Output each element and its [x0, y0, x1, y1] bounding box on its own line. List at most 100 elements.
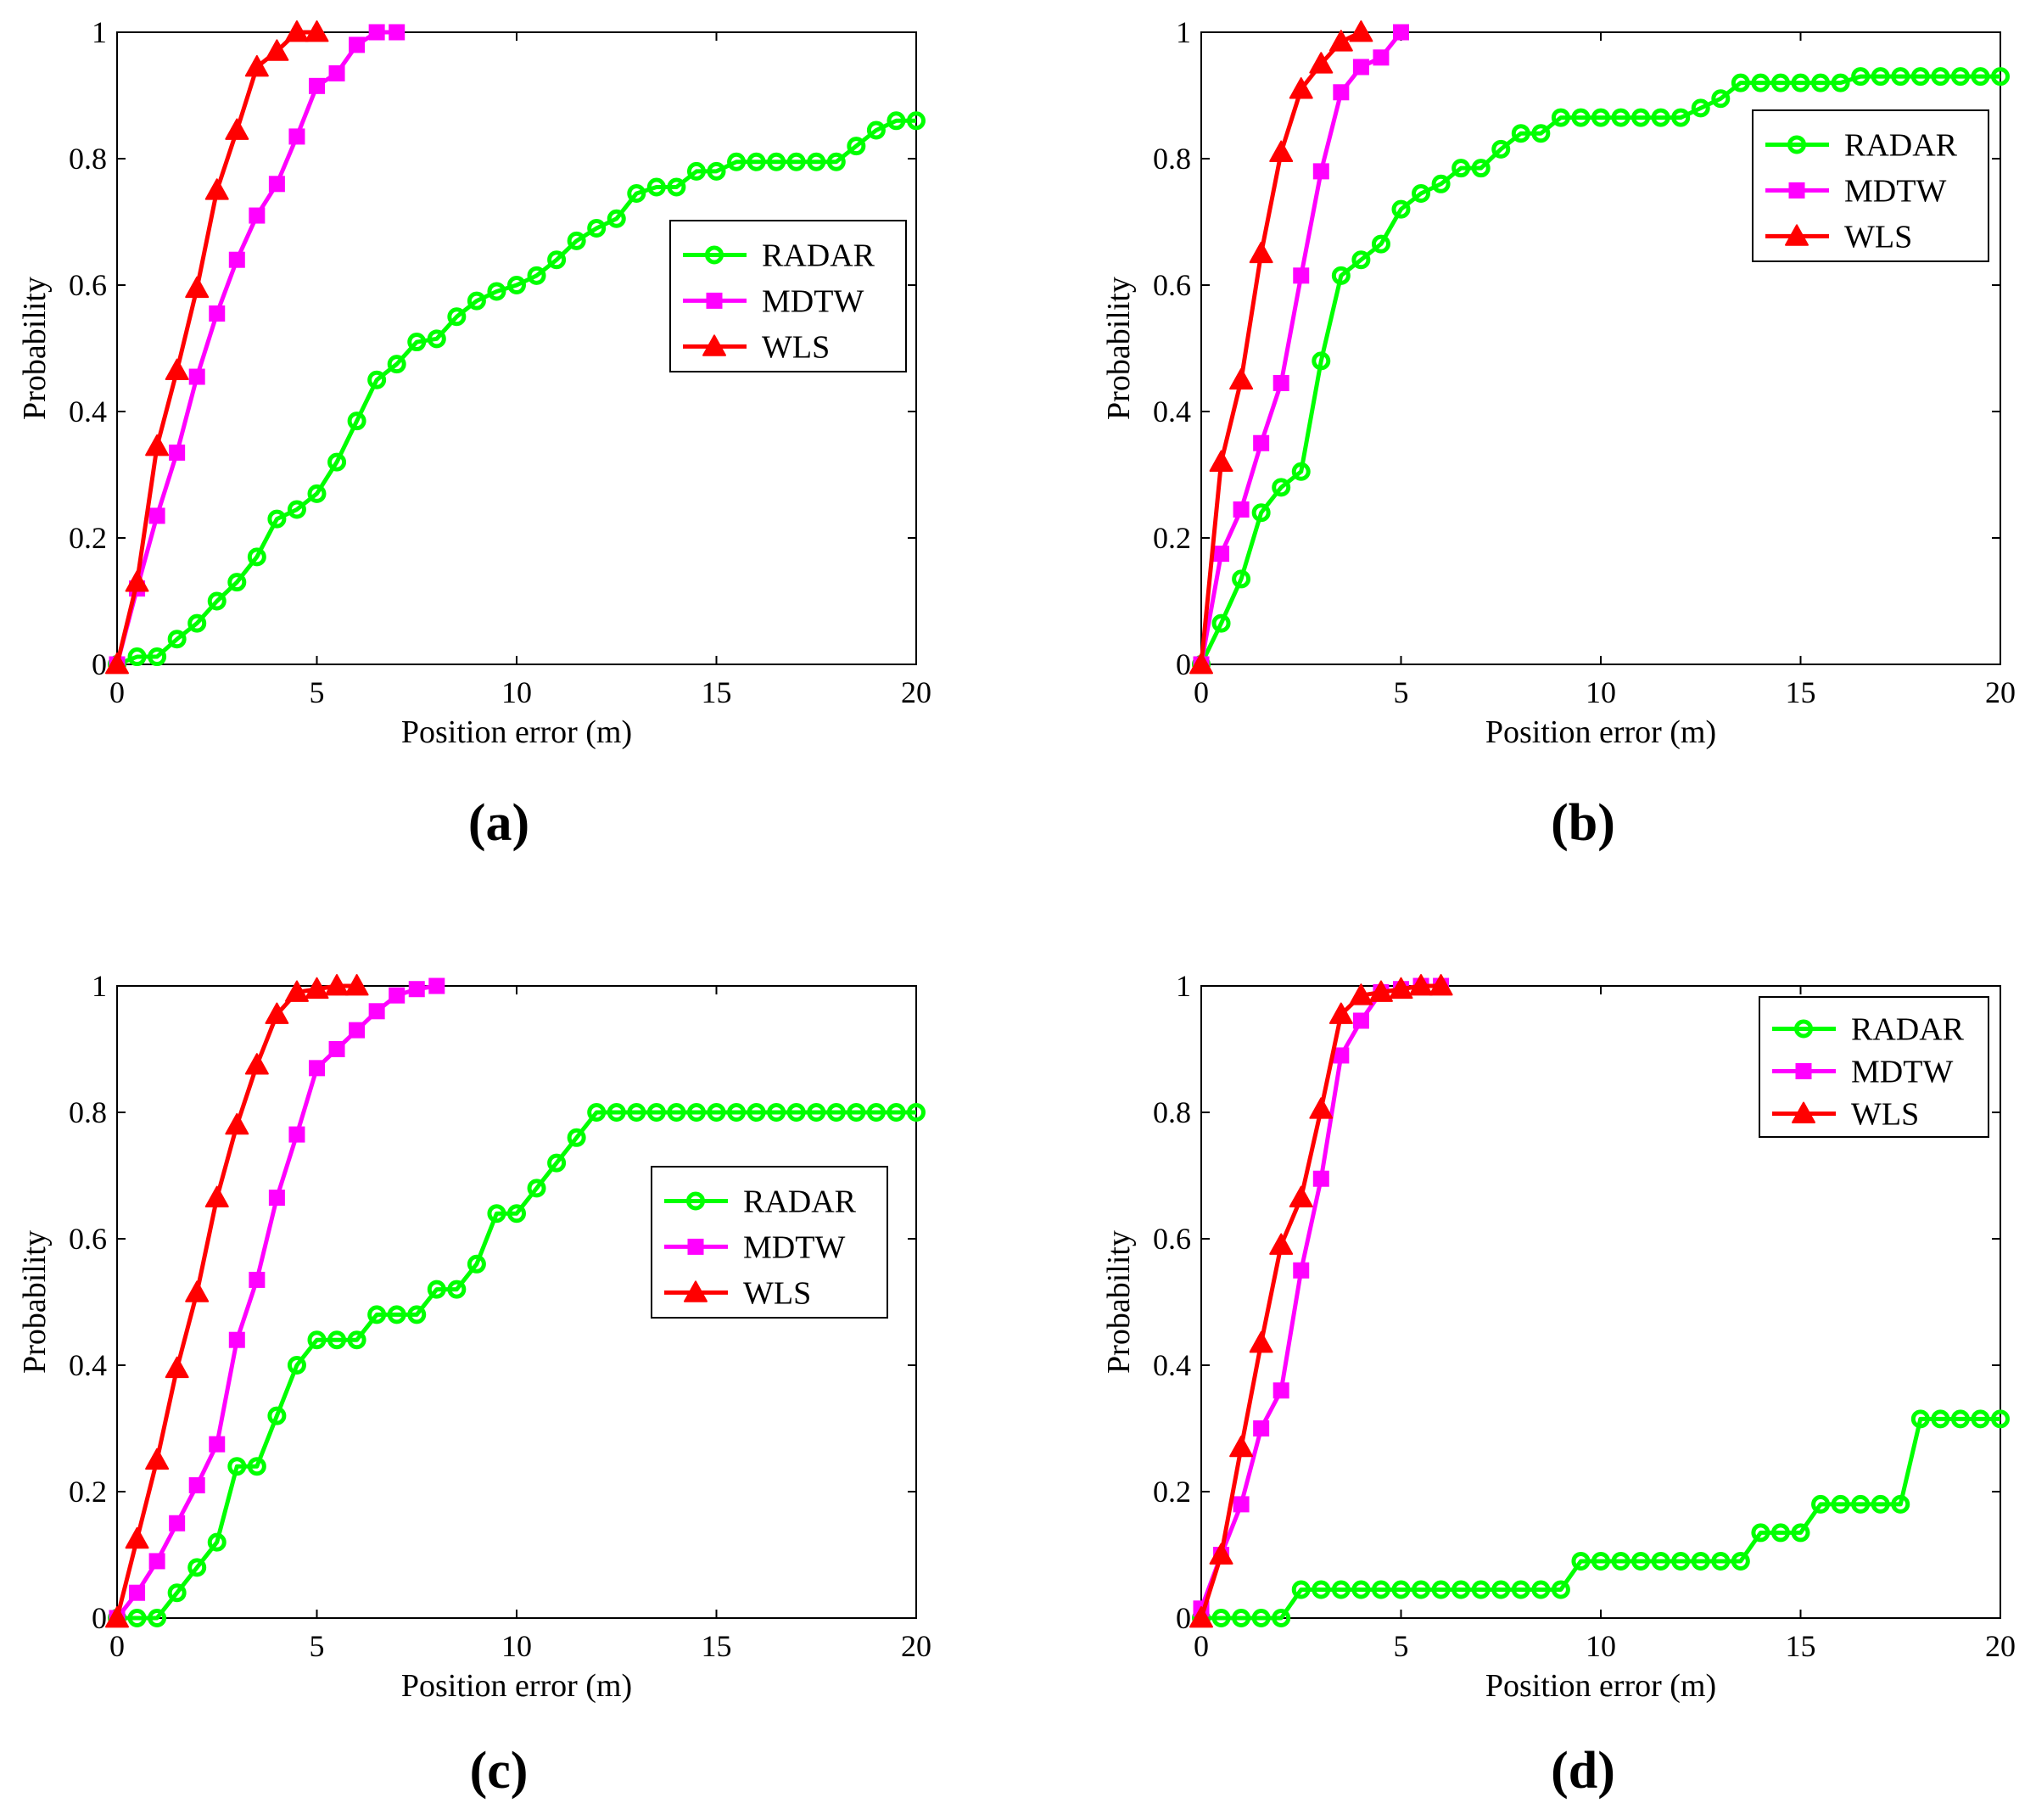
series-wls — [105, 20, 329, 675]
data-point-radar — [1591, 1551, 1610, 1571]
data-point-radar — [1931, 67, 1950, 87]
data-point-radar — [1950, 67, 1970, 87]
series-radar — [108, 1103, 926, 1627]
legend-label-wls: WLS — [762, 329, 830, 365]
data-point-radar — [607, 209, 626, 228]
y-tick-label: 0 — [92, 1601, 107, 1635]
data-point-radar — [1251, 1609, 1271, 1627]
data-point-radar — [127, 647, 147, 667]
data-point-radar — [807, 152, 826, 171]
data-point-radar — [387, 1305, 406, 1324]
y-tick-label: 0.8 — [69, 1095, 107, 1129]
data-point-radar — [507, 1204, 526, 1224]
y-tick-label: 0 — [92, 647, 107, 681]
data-point-radar — [567, 231, 586, 250]
data-point-wls — [265, 39, 289, 61]
legend: RADAR MDTW WLS — [669, 220, 907, 372]
series-radar — [1192, 67, 2010, 674]
data-point-radar — [1272, 1609, 1291, 1627]
y-tick-label: 0.6 — [1153, 1222, 1191, 1256]
chart-panel-1: 0 5 10 15 20 0 0.2 0.4 0.6 0.8 1 Position error (m)… — [17, 15, 931, 852]
data-point-mdtw — [288, 128, 305, 145]
series-line-wls — [1199, 30, 1362, 665]
data-point-radar — [447, 307, 467, 327]
data-point-radar — [1631, 1551, 1651, 1571]
data-point-mdtw — [268, 176, 285, 193]
legend-label-radar: RADAR — [1844, 127, 1958, 163]
data-point-radar — [1751, 1523, 1770, 1543]
data-point-mdtw — [148, 1553, 165, 1570]
x-tick-label: 10 — [1586, 675, 1616, 709]
x-axis-label: Position error (m) — [401, 714, 632, 750]
x-tick-label: 20 — [901, 675, 931, 709]
y-tick-label: 0.2 — [1153, 1475, 1191, 1509]
data-point-radar — [727, 152, 747, 171]
data-point-radar — [587, 218, 607, 238]
data-point-radar — [1611, 1551, 1630, 1571]
data-point-mdtw — [368, 24, 385, 41]
data-point-radar — [1991, 1409, 2010, 1429]
y-tick-label: 0.2 — [1153, 521, 1191, 555]
legend-label-mdtw: MDTW — [762, 283, 864, 319]
data-point-mdtw — [188, 368, 205, 385]
panel-label: (d) — [1551, 1742, 1615, 1800]
data-point-radar — [607, 1103, 626, 1122]
data-point-radar — [287, 1356, 306, 1375]
data-point-radar — [467, 291, 486, 311]
data-point-radar — [187, 613, 207, 633]
data-point-mdtw — [389, 987, 406, 1004]
legend-label-radar: RADAR — [1851, 1012, 1965, 1048]
data-point-wls — [204, 1185, 229, 1207]
data-point-radar — [487, 1204, 506, 1224]
data-point-radar — [1691, 1551, 1710, 1571]
data-point-mdtw — [328, 64, 345, 81]
legend-marker-radar — [1794, 1019, 1813, 1039]
legend-label-mdtw: MDTW — [743, 1229, 845, 1265]
y-tick-label: 0.2 — [69, 1475, 107, 1509]
data-point-radar — [207, 591, 227, 611]
data-point-radar — [247, 547, 266, 567]
data-point-wls — [1269, 140, 1294, 162]
data-point-radar — [1211, 1609, 1231, 1627]
series-wls — [1189, 20, 1373, 675]
data-point-radar — [1770, 73, 1790, 92]
series-wls — [105, 974, 369, 1628]
series-radar — [108, 111, 926, 674]
y-tick-label: 0.2 — [69, 521, 107, 555]
data-point-radar — [1412, 183, 1431, 203]
data-point-wls — [1309, 1097, 1334, 1119]
legend-marker-radar — [686, 1191, 705, 1211]
data-point-radar — [287, 500, 306, 519]
data-point-radar — [1691, 98, 1710, 118]
data-point-wls — [1209, 450, 1233, 472]
data-point-wls — [185, 276, 210, 299]
data-point-radar — [1531, 1580, 1551, 1599]
data-point-wls — [1349, 983, 1373, 1005]
data-point-radar — [527, 266, 546, 285]
data-point-mdtw — [1352, 59, 1369, 76]
data-point-radar — [1291, 462, 1311, 481]
data-point-mdtw — [349, 36, 366, 53]
data-point-mdtw — [349, 1022, 366, 1039]
data-point-radar — [547, 250, 567, 270]
data-point-mdtw — [1333, 84, 1350, 101]
data-point-radar — [1451, 159, 1471, 178]
data-point-mdtw — [1233, 1496, 1250, 1513]
y-tick-label: 0.8 — [1153, 1095, 1191, 1129]
data-point-radar — [367, 1305, 387, 1324]
y-tick-label: 1 — [92, 15, 107, 49]
data-point-wls — [1269, 1233, 1294, 1255]
data-point-radar — [567, 1128, 586, 1147]
data-point-wls — [284, 980, 309, 1002]
data-point-wls — [1189, 652, 1213, 675]
data-point-mdtw — [129, 1584, 146, 1601]
data-point-wls — [145, 1448, 170, 1470]
data-point-radar — [887, 1103, 906, 1122]
data-point-mdtw — [1253, 434, 1270, 451]
data-point-radar — [627, 183, 646, 203]
data-point-radar — [1851, 1494, 1871, 1514]
legend-label-wls: WLS — [1851, 1097, 1919, 1133]
data-point-radar — [866, 1103, 886, 1122]
data-point-radar — [1591, 108, 1610, 127]
